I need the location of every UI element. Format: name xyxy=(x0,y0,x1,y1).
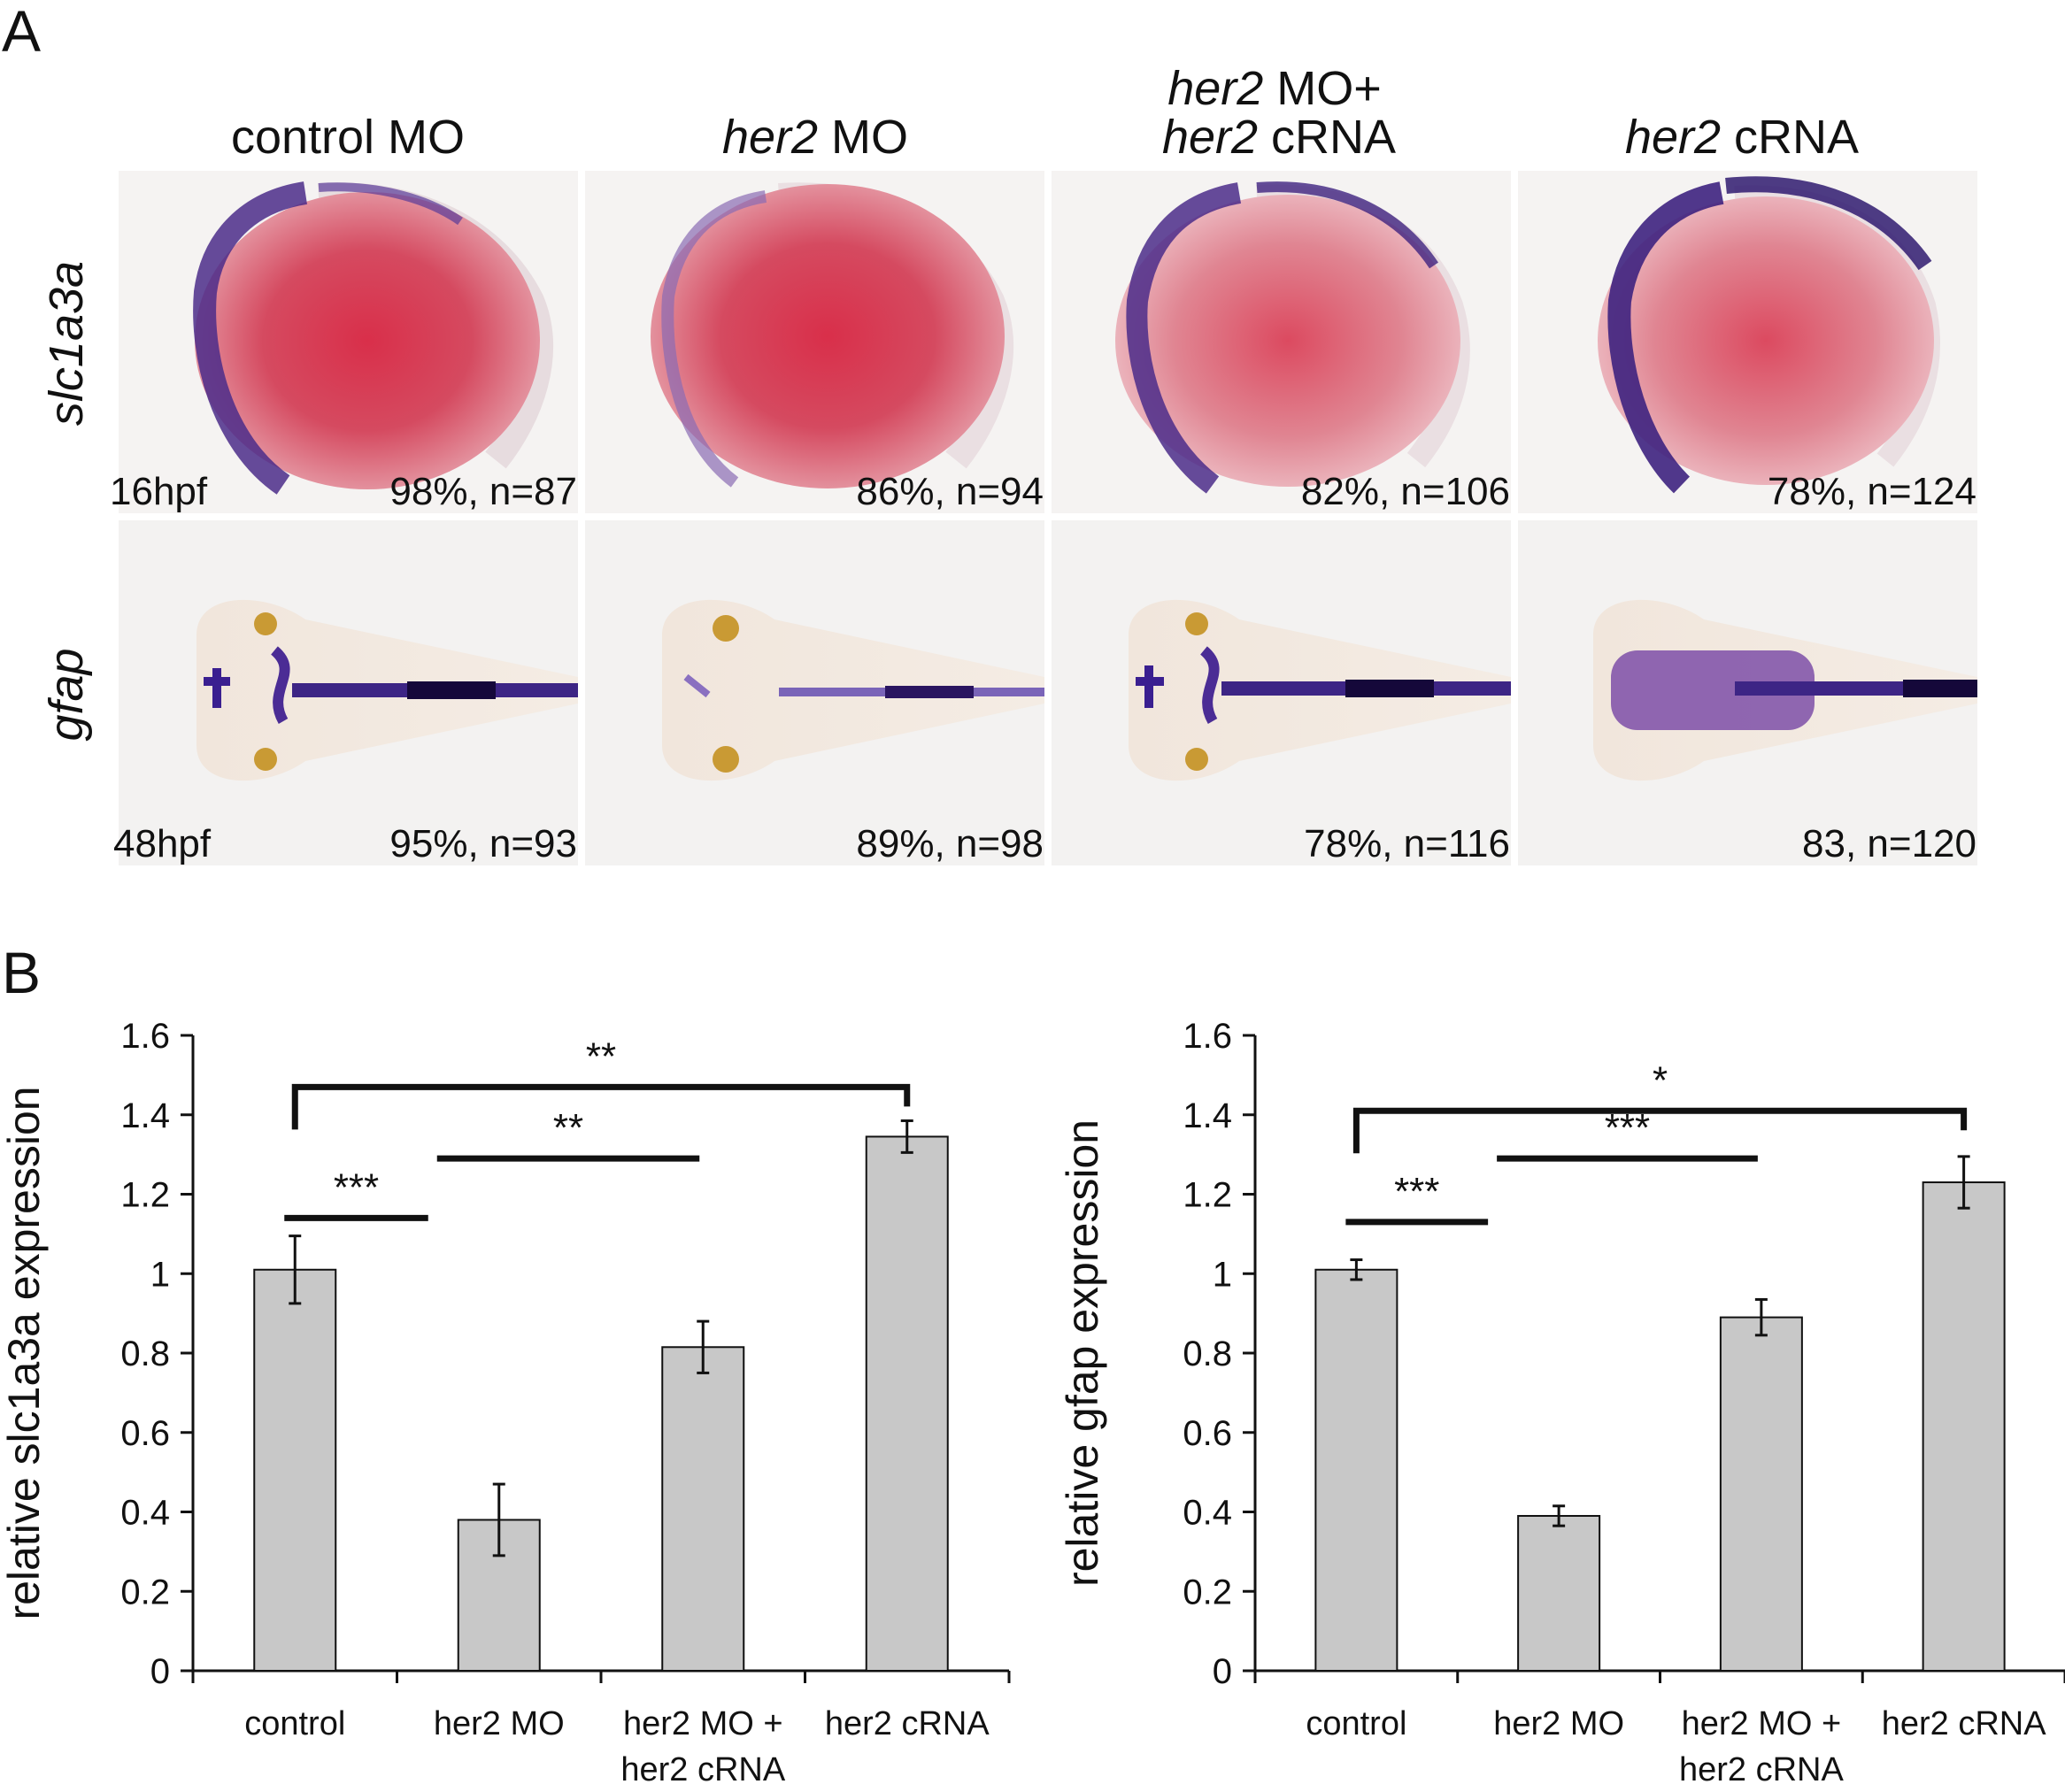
y-tick-label: 0.4 xyxy=(1183,1494,1232,1533)
image-16hpf-her2-mo xyxy=(585,171,1044,513)
x-category-label: control xyxy=(1306,1705,1406,1742)
y-tick-label: 1.6 xyxy=(1183,1017,1232,1056)
panel-label-b: B xyxy=(2,940,41,1005)
bar xyxy=(1517,1514,1601,1673)
x-category-label: her2 MO xyxy=(434,1705,565,1742)
image-16hpf-her2-crna xyxy=(1518,171,1977,513)
significance-label: ** xyxy=(553,1106,583,1150)
column-header-her2-mo-rescue-line1: her2 MO+ xyxy=(1167,62,1382,115)
bar xyxy=(253,1268,337,1672)
y-tick-label: 1.2 xyxy=(1183,1176,1232,1215)
y-tick-label: 0 xyxy=(1213,1652,1232,1691)
caption-16hpf-her2-crna: 78%, n=124 xyxy=(1768,470,1976,513)
x-category-label: her2 cRNA xyxy=(825,1705,990,1742)
y-tick-label: 1 xyxy=(150,1255,170,1294)
bar xyxy=(661,1346,745,1673)
x-category-label: her2 cRNA xyxy=(1882,1705,2046,1742)
y-tick-label: 0.4 xyxy=(120,1494,170,1533)
y-tick-label: 1.6 xyxy=(120,1017,170,1056)
stage-label-48hpf: 48hpf xyxy=(113,822,212,865)
image-row-48hpf xyxy=(119,520,1977,865)
caption-16hpf-her2-mo-rescue: 82%, n=106 xyxy=(1301,470,1510,513)
row-label-gfap: gfap xyxy=(40,648,93,741)
column-header-her2-mo: her2 MO xyxy=(722,111,908,164)
y-tick-label: 0.8 xyxy=(1183,1334,1232,1373)
chart-gfap: 0 0.2 0.4 0.6 0.8 1 1.2 1.4 1.6 control her2 MO her… xyxy=(1058,1017,2065,1788)
chart-slc1a3a: 0 0.2 0.4 0.6 0.8 1 1.2 1.4 1.6 control her2 MO her… xyxy=(0,1017,1011,1788)
significance-label: * xyxy=(1653,1058,1668,1102)
image-48hpf-her2-mo-rescue xyxy=(1052,520,1511,865)
y-axis-label: relative gfap expression xyxy=(1058,1119,1107,1587)
column-header-her2-crna: her2 cRNA xyxy=(1625,111,1859,164)
y-axis-label: relative slc1a3a expression xyxy=(0,1086,49,1619)
x-category-label: her2 MO + xyxy=(623,1705,783,1742)
image-48hpf-her2-mo xyxy=(585,520,1044,865)
image-48hpf-control xyxy=(119,520,578,865)
significance-label: *** xyxy=(1394,1170,1439,1213)
column-header-control-mo: control MO xyxy=(231,111,465,164)
caption-48hpf-her2-crna: 83, n=120 xyxy=(1802,822,1976,865)
y-tick-label: 1.4 xyxy=(1183,1096,1232,1135)
y-tick-label: 0.8 xyxy=(120,1334,170,1373)
y-tick-label: 0.2 xyxy=(1183,1573,1232,1611)
significance-bracket xyxy=(1352,1107,1968,1154)
y-tick-label: 1 xyxy=(1213,1255,1232,1294)
panel-label-a: A xyxy=(2,0,41,64)
caption-48hpf-her2-mo-rescue: 78%, n=116 xyxy=(1304,822,1510,865)
row-label-slc1a3a: slc1a3a xyxy=(40,261,93,426)
caption-48hpf-her2-mo: 89%, n=98 xyxy=(856,822,1044,865)
image-16hpf-her2-mo-rescue xyxy=(1052,171,1511,513)
bar xyxy=(1314,1268,1398,1672)
x-category-label: her2 MO + xyxy=(1682,1705,1842,1742)
bar xyxy=(1922,1181,2006,1672)
stage-label-16hpf: 16hpf xyxy=(110,470,208,513)
significance-label: ** xyxy=(586,1034,616,1078)
column-header-her2-mo-rescue-line2: her2 cRNA xyxy=(1162,111,1396,164)
x-category-label: her2 cRNA xyxy=(1679,1751,1844,1788)
image-row-16hpf xyxy=(119,171,1977,513)
y-tick-label: 0.2 xyxy=(120,1573,170,1611)
y-tick-label: 0 xyxy=(150,1652,170,1691)
x-category-label: her2 cRNA xyxy=(620,1751,785,1788)
y-tick-label: 1.4 xyxy=(120,1096,170,1135)
y-tick-label: 0.6 xyxy=(1183,1414,1232,1453)
caption-16hpf-her2-mo: 86%, n=94 xyxy=(856,470,1044,513)
caption-48hpf-control: 95%, n=93 xyxy=(389,822,577,865)
caption-16hpf-control: 98%, n=87 xyxy=(389,470,577,513)
significance-bracket xyxy=(291,1083,911,1130)
x-category-label: control xyxy=(244,1705,345,1742)
image-48hpf-her2-crna xyxy=(1518,520,1977,865)
x-category-label: her2 MO xyxy=(1493,1705,1624,1742)
image-16hpf-control xyxy=(119,171,578,513)
bar xyxy=(865,1135,949,1672)
bar xyxy=(1719,1316,1803,1673)
significance-label: *** xyxy=(334,1165,379,1209)
y-tick-label: 0.6 xyxy=(120,1414,170,1453)
y-tick-label: 1.2 xyxy=(120,1176,170,1215)
